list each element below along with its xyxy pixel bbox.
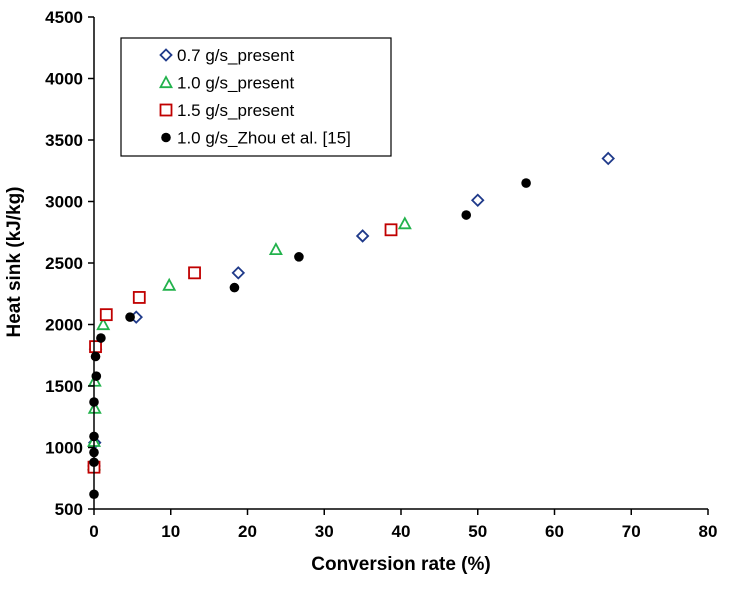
legend-marker	[161, 132, 171, 143]
x-tick-label: 30	[315, 522, 334, 541]
legend-item: 1.0 g/s_present	[158, 74, 294, 93]
series-3	[87, 223, 398, 474]
x-tick-label: 60	[545, 522, 564, 541]
x-tick-label: 80	[699, 522, 718, 541]
y-tick-label: 500	[55, 500, 83, 519]
axes: 0 10 20 30 40 50 60 70 80 500 1000 1500 2000 2500 3000…	[45, 8, 717, 541]
data-point	[601, 151, 615, 166]
data-point	[125, 312, 135, 322]
y-axis-title: Heat sink (kJ/kg)	[4, 187, 25, 338]
x-tick-label: 70	[622, 522, 641, 541]
x-tick-label: 10	[161, 522, 180, 541]
y-tick-label: 3500	[45, 131, 83, 150]
data-point	[91, 371, 102, 381]
data-point	[87, 400, 102, 414]
y-tick-label: 3000	[45, 193, 83, 212]
data-point	[99, 308, 113, 322]
legend-label: 1.0 g/s_Zhou et al. [15]	[177, 129, 351, 148]
data-point	[162, 277, 177, 291]
legend-marker	[158, 75, 174, 89]
data-point	[384, 223, 398, 237]
data-point	[188, 266, 201, 280]
data-point	[231, 266, 246, 280]
x-tick-label: 50	[468, 522, 487, 541]
data-point	[229, 282, 240, 293]
data-point	[470, 193, 485, 208]
data-point	[521, 178, 531, 188]
y-tick-label: 4500	[45, 8, 83, 27]
legend-marker	[159, 103, 173, 117]
data-point	[268, 242, 283, 256]
x-tick-label: 40	[392, 522, 411, 541]
legend-label: 1.0 g/s_present	[177, 74, 294, 93]
legend-label: 0.7 g/s_present	[177, 46, 294, 65]
data-point	[90, 351, 101, 362]
data-point	[132, 291, 146, 304]
legend-marker	[159, 48, 173, 62]
y-tick-label: 2000	[45, 316, 83, 335]
y-tick-label: 4000	[45, 70, 83, 89]
data-point	[96, 333, 106, 343]
x-tick-label: 20	[238, 522, 257, 541]
x-axis-title: Conversion rate (%)	[311, 554, 490, 575]
data-point	[397, 216, 412, 230]
series-4	[89, 178, 531, 500]
plot-area	[86, 151, 615, 500]
data-point	[89, 340, 102, 354]
y-tick-label: 1500	[45, 377, 83, 396]
legend-item: 1.5 g/s_present	[159, 101, 294, 120]
legend-item: 1.0 g/s_Zhou et al. [15]	[161, 129, 351, 148]
series-1	[87, 151, 615, 473]
data-point	[96, 317, 111, 331]
x-tick-label: 0	[89, 522, 98, 541]
series-2	[86, 216, 412, 471]
data-point	[355, 229, 370, 243]
legend-label: 1.5 g/s_present	[177, 101, 294, 120]
legend: 0.7 g/s_present 1.0 g/s_present 1.5 g/s_pr…	[120, 37, 392, 157]
legend-item: 0.7 g/s_present	[159, 46, 294, 65]
y-tick-label: 2500	[45, 254, 83, 273]
data-point	[461, 210, 472, 220]
data-point	[294, 252, 304, 262]
y-tick-label: 1000	[45, 439, 83, 458]
